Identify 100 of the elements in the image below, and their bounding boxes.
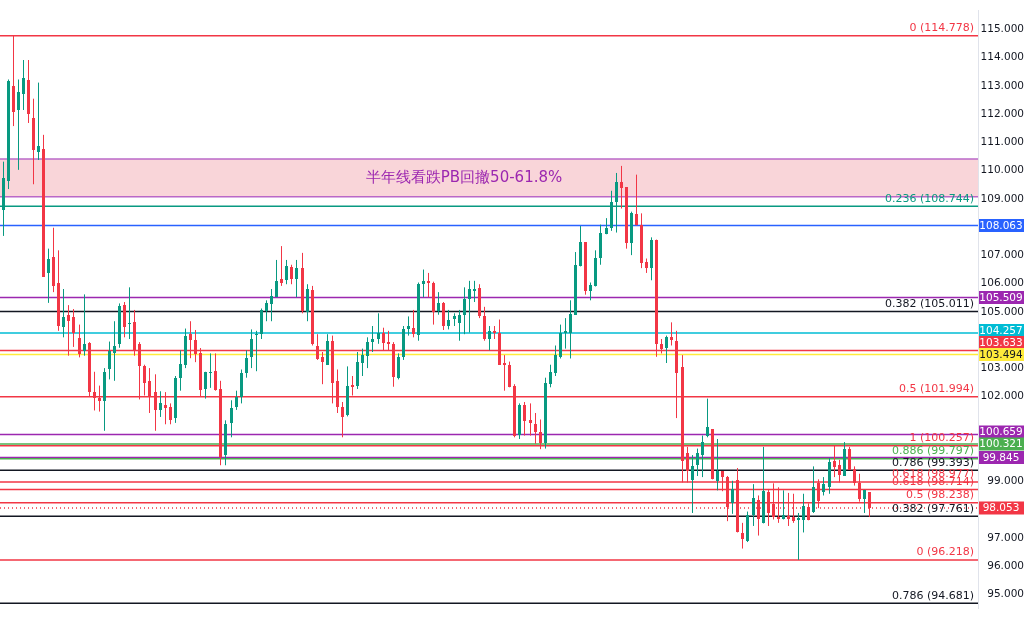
candlestick [235, 390, 238, 411]
candlestick [113, 320, 116, 382]
candlestick [620, 165, 623, 210]
candlestick [437, 291, 440, 316]
candlestick [822, 476, 825, 496]
candlestick [670, 321, 673, 347]
y-tick-label: 111.000 [980, 135, 1024, 148]
ref-line-label: 99.845 [982, 450, 1020, 463]
candlestick [635, 174, 638, 226]
ref-line-label: 0.382 (97.761) [891, 501, 974, 515]
candlestick [371, 325, 374, 353]
ref-line-label: 108.063 [979, 218, 1023, 231]
candlestick [47, 248, 50, 304]
candlestick [22, 59, 25, 111]
candlestick [270, 288, 273, 322]
ref-line-label: 98.053 [982, 501, 1020, 514]
y-tick-label: 107.000 [980, 248, 1024, 261]
candlestick [508, 361, 511, 388]
candlestick [665, 335, 668, 364]
candlestick [285, 259, 288, 285]
y-tick-label: 96.000 [987, 558, 1024, 571]
ref-line-label: 0 (114.778) [909, 21, 974, 35]
candlestick [250, 328, 253, 369]
candlestick [463, 286, 466, 335]
candlestick [62, 288, 65, 338]
candlestick [83, 293, 86, 357]
ref-line-label: 0 (96.218) [916, 545, 974, 559]
y-tick-label: 105.000 [980, 304, 1024, 317]
candlestick [427, 272, 430, 298]
candlestick [159, 390, 162, 418]
candlestick [741, 522, 744, 550]
y-tick-label: 115.000 [980, 22, 1024, 35]
candlestick [37, 82, 40, 161]
candlestick [240, 369, 243, 404]
ref-line-label: 0.786 (94.681) [891, 588, 974, 602]
candlestick [802, 493, 805, 533]
candlestick [579, 225, 582, 267]
candlestick [245, 349, 248, 379]
candlestick [529, 402, 532, 437]
candlestick [523, 401, 526, 437]
ref-line-label: 0.382 (105.011) [884, 296, 974, 310]
ref-line-label: 105.509 [979, 290, 1023, 303]
y-tick-label: 102.000 [980, 389, 1024, 402]
y-tick-label: 110.000 [980, 163, 1024, 176]
ref-line-label: 0.786 (99.393) [891, 455, 974, 469]
candlestick [295, 259, 298, 298]
candlestick [260, 308, 263, 340]
candlestick [290, 264, 293, 285]
ref-line-label: 103.633 [979, 335, 1023, 348]
candlestick [706, 398, 709, 438]
candlestick [214, 352, 217, 392]
y-tick-label: 97.000 [987, 530, 1024, 543]
candlestick [108, 341, 111, 380]
ref-line-label: 0.5 (98.238) [905, 488, 974, 502]
candlestick [503, 354, 506, 392]
candlestick [458, 309, 461, 342]
candlestick [731, 480, 734, 515]
candlestick [128, 286, 131, 340]
candlestick [559, 324, 562, 359]
ref-line-label: 0.886 (99.797) [891, 444, 974, 458]
candlestick [280, 245, 283, 287]
ref-line-label: 1 (100.257) [909, 431, 974, 445]
candlestick [691, 454, 694, 514]
y-tick-label: 106.000 [980, 276, 1024, 289]
candlestick [752, 483, 755, 527]
candlestick [782, 489, 785, 520]
ref-line-label: 104.257 [979, 323, 1023, 336]
y-tick-label: 112.000 [980, 106, 1024, 119]
candlestick [265, 299, 268, 322]
y-tick-label: 114.000 [980, 50, 1024, 63]
candlestick [72, 308, 75, 348]
ref-line-label: 100.321 [979, 437, 1023, 450]
candlestick [361, 348, 364, 377]
candlestick [564, 317, 567, 350]
candlestick [554, 345, 557, 377]
y-tick-label: 113.000 [980, 78, 1024, 91]
candlestick [306, 283, 309, 322]
candlestick [701, 435, 704, 478]
candlestick [326, 333, 329, 366]
candlestick [179, 349, 182, 392]
candlestick [341, 401, 344, 438]
candlestick [412, 309, 415, 338]
candlestick [123, 301, 126, 338]
y-tick-label: 109.000 [980, 191, 1024, 204]
candlestick [209, 352, 212, 389]
ref-line-label: 100.659 [979, 425, 1023, 438]
candlestick [230, 399, 233, 438]
candlestick [169, 402, 172, 425]
candlestick [468, 280, 471, 334]
ref-line-label: 0.236 (108.744) [884, 191, 974, 205]
candlestick [366, 336, 369, 369]
candlestick [483, 306, 486, 342]
band-label: 半年线看跌PB回撤50-61.8% [365, 167, 563, 186]
candlestick [422, 269, 425, 298]
candlestick [255, 330, 258, 372]
ref-line-label: 103.494 [979, 347, 1024, 360]
y-tick-label: 103.000 [980, 361, 1024, 374]
y-tick-label: 99.000 [987, 474, 1024, 487]
candlestick [797, 512, 800, 561]
y-tick-label: 95.000 [987, 587, 1024, 600]
